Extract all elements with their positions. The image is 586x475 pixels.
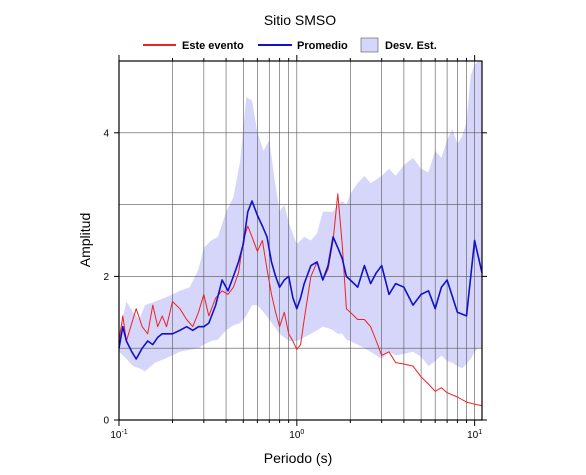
x-tick-label: 10-1 bbox=[110, 429, 127, 441]
y-tick-label: 4 bbox=[103, 128, 109, 139]
legend-event-label: Este evento bbox=[182, 40, 244, 52]
legend-std-swatch bbox=[360, 37, 379, 53]
legend: Este evento Promedio Desv. Est. bbox=[143, 37, 437, 53]
legend-mean-label: Promedio bbox=[297, 40, 348, 52]
y-axis-label: Amplitud bbox=[77, 213, 93, 267]
event-series-line bbox=[118, 193, 483, 407]
chart-title: Sitio SMSO bbox=[264, 12, 336, 28]
mean-series-line bbox=[118, 200, 483, 360]
legend-std-label: Desv. Est. bbox=[385, 40, 437, 52]
x-axis-label: Periodo (s) bbox=[264, 450, 332, 466]
y-tick-label: 0 bbox=[103, 416, 109, 427]
x-tick-label: 100 bbox=[289, 429, 304, 441]
std-band bbox=[119, 61, 482, 372]
x-tick-label: 101 bbox=[467, 429, 482, 441]
plot-frame bbox=[118, 60, 483, 421]
y-tick-label: 2 bbox=[103, 272, 109, 283]
